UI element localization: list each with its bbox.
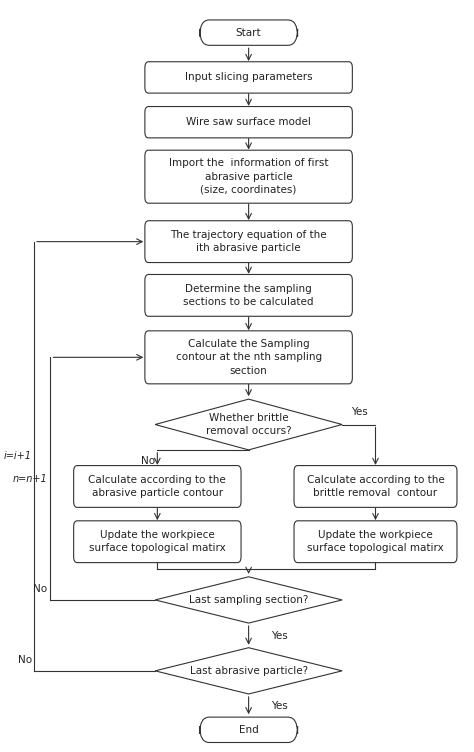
Text: Import the  information of first
abrasive particle
(size, coordinates): Import the information of first abrasive…: [169, 159, 328, 195]
FancyBboxPatch shape: [145, 221, 352, 262]
Text: Last abrasive particle?: Last abrasive particle?: [190, 666, 308, 676]
Polygon shape: [155, 577, 342, 623]
Text: Calculate the Sampling
contour at the nth sampling
section: Calculate the Sampling contour at the nt…: [175, 339, 322, 375]
Text: No: No: [18, 655, 32, 665]
FancyBboxPatch shape: [145, 107, 352, 138]
FancyBboxPatch shape: [294, 465, 457, 508]
FancyBboxPatch shape: [73, 465, 241, 508]
FancyBboxPatch shape: [73, 521, 241, 562]
Text: Whether brittle
removal occurs?: Whether brittle removal occurs?: [206, 413, 292, 436]
Text: No: No: [33, 584, 47, 594]
FancyBboxPatch shape: [145, 150, 352, 203]
Polygon shape: [155, 647, 342, 694]
FancyBboxPatch shape: [145, 331, 352, 384]
Text: End: End: [239, 725, 258, 735]
Text: Yes: Yes: [271, 630, 288, 641]
Text: No: No: [141, 456, 155, 466]
Text: Last sampling section?: Last sampling section?: [189, 595, 308, 605]
Text: Start: Start: [236, 28, 262, 38]
Text: n=n+1: n=n+1: [12, 474, 47, 484]
Polygon shape: [155, 399, 342, 450]
FancyBboxPatch shape: [145, 274, 352, 317]
Text: Update the workpiece
surface topological matirx: Update the workpiece surface topological…: [89, 530, 226, 553]
Text: Input slicing parameters: Input slicing parameters: [185, 72, 312, 83]
FancyBboxPatch shape: [145, 62, 352, 93]
Text: The trajectory equation of the
ith abrasive particle: The trajectory equation of the ith abras…: [170, 230, 327, 253]
Text: Wire saw surface model: Wire saw surface model: [186, 117, 311, 127]
Text: Calculate according to the
brittle removal  contour: Calculate according to the brittle remov…: [307, 475, 444, 498]
Text: Yes: Yes: [351, 407, 368, 417]
Text: i=i+1: i=i+1: [4, 451, 32, 461]
FancyBboxPatch shape: [200, 717, 298, 742]
Text: Calculate according to the
abrasive particle contour: Calculate according to the abrasive part…: [89, 475, 226, 498]
Text: Yes: Yes: [271, 702, 288, 711]
FancyBboxPatch shape: [200, 20, 298, 45]
Text: Update the workpiece
surface topological matirx: Update the workpiece surface topological…: [307, 530, 444, 553]
FancyBboxPatch shape: [294, 521, 457, 562]
Text: Determine the sampling
sections to be calculated: Determine the sampling sections to be ca…: [183, 284, 314, 307]
